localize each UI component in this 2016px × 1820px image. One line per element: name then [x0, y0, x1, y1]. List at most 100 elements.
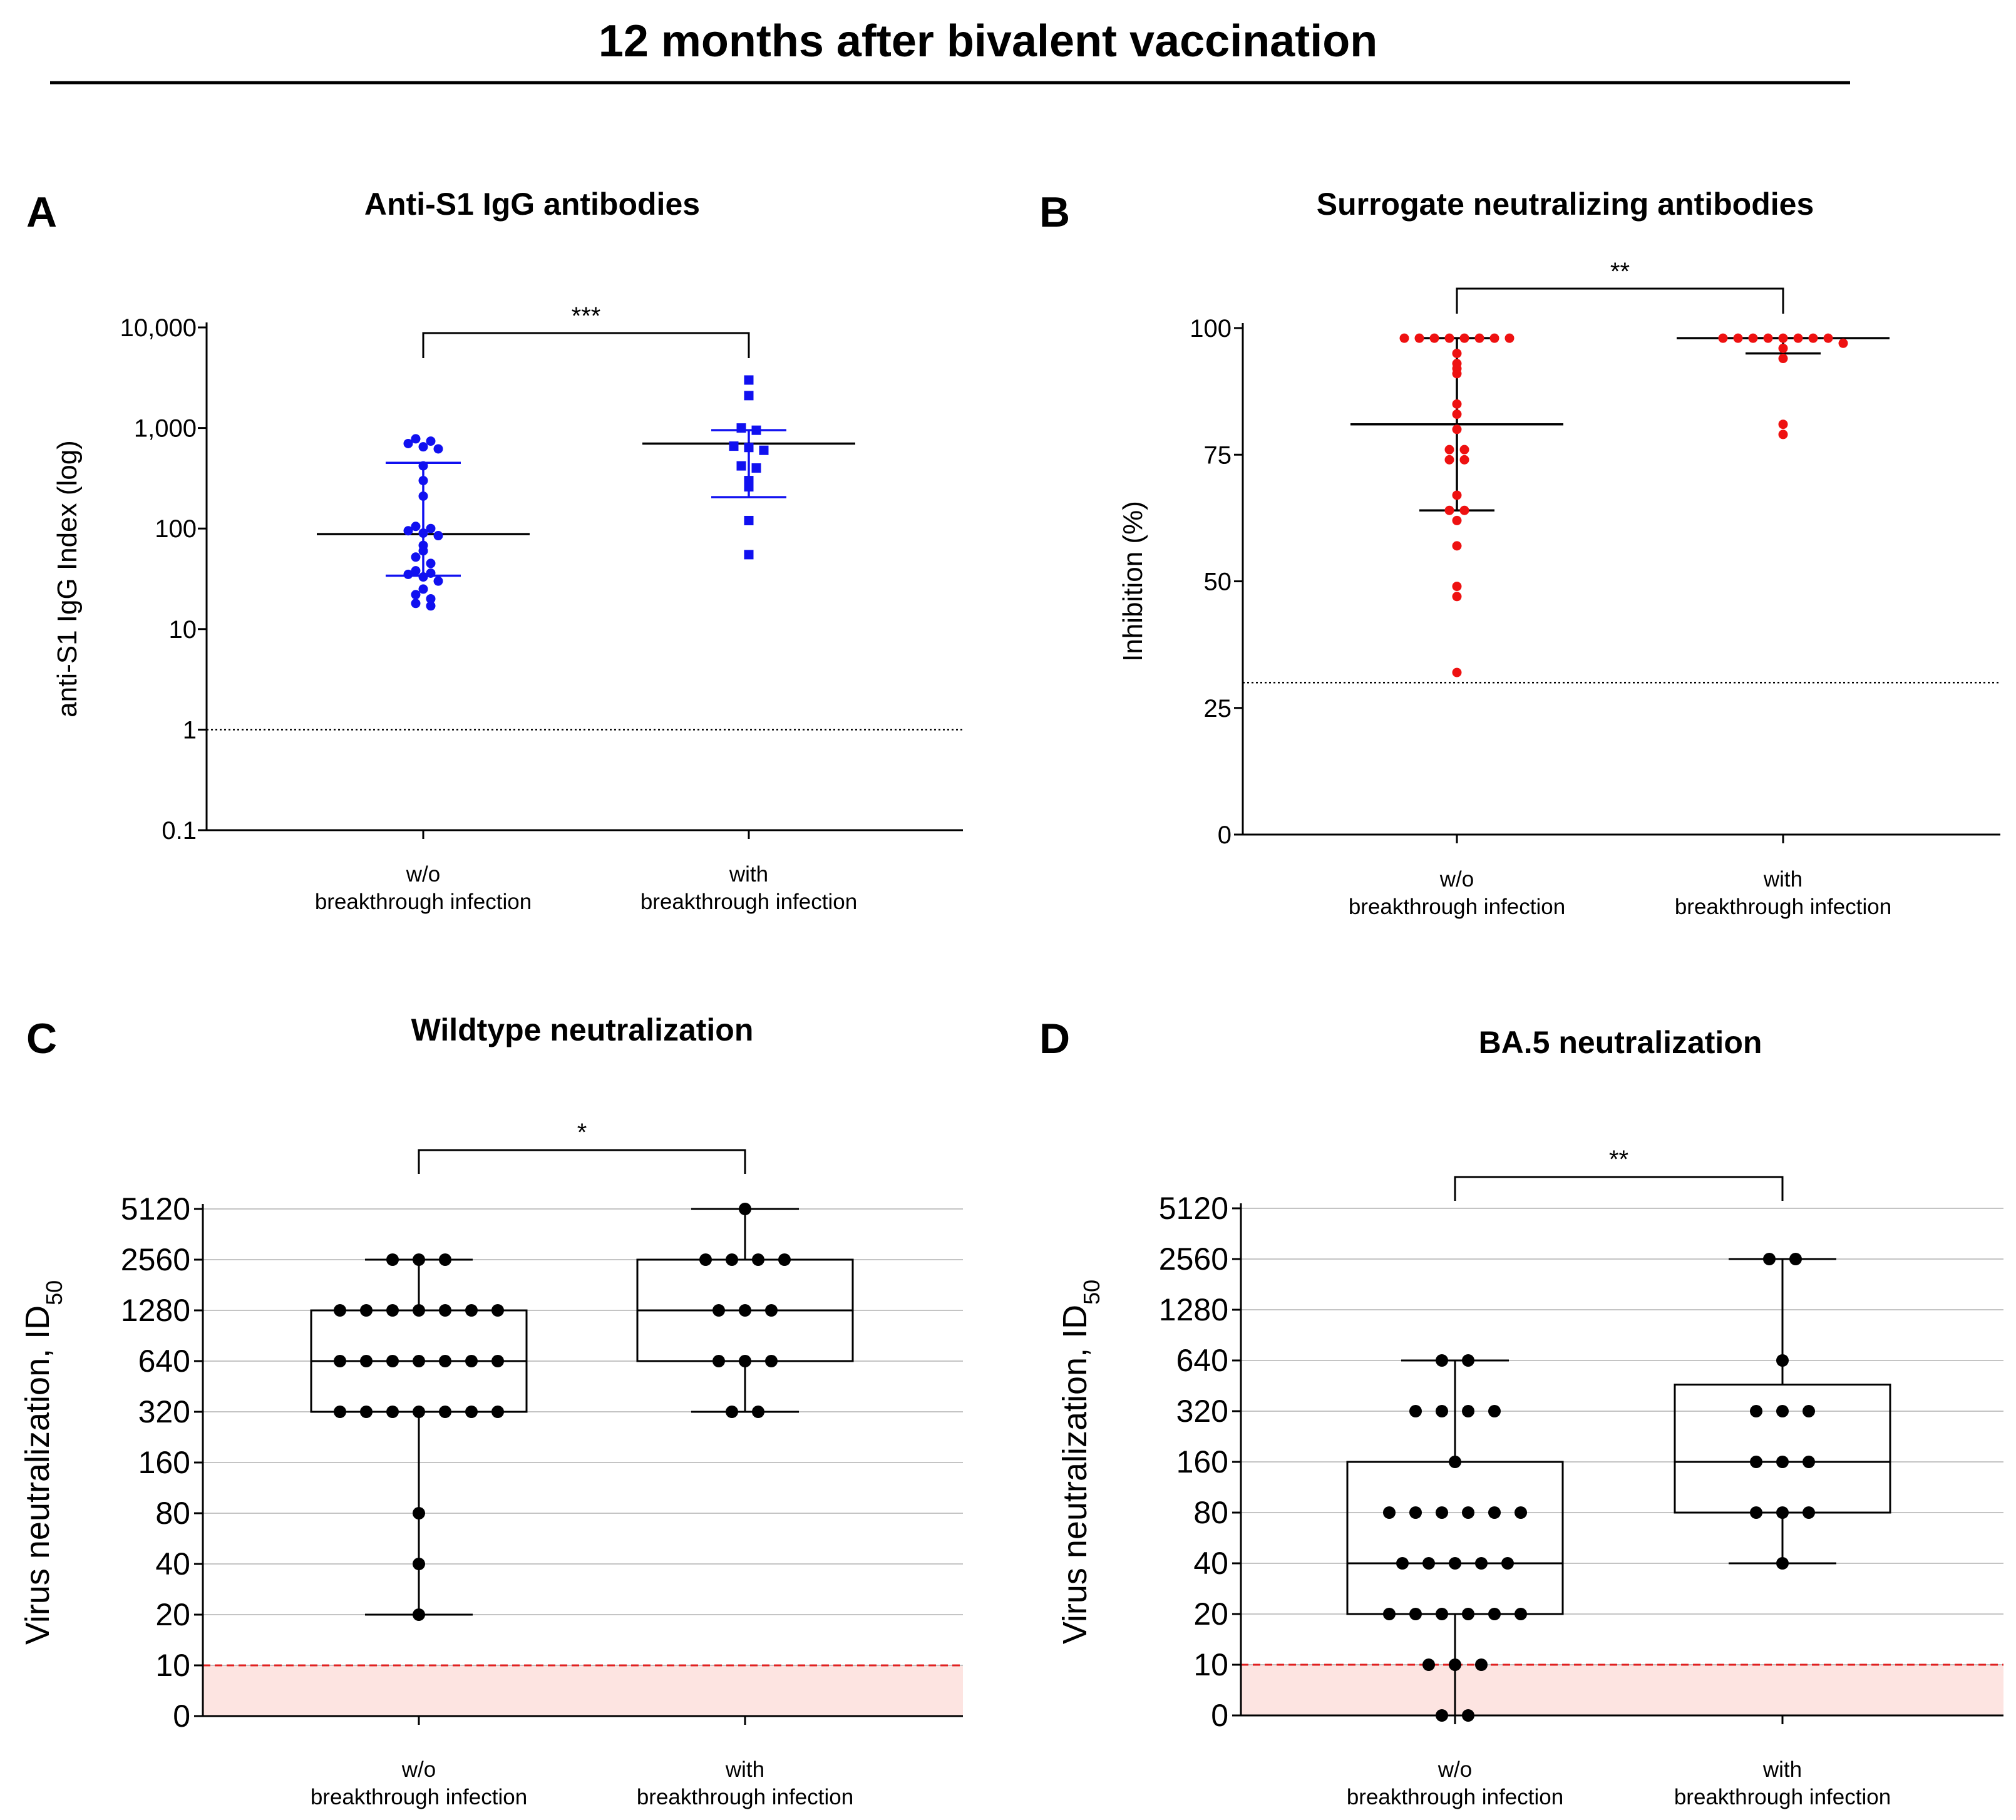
data-point — [1452, 515, 1462, 525]
x-tick-label-line1: w/o — [406, 862, 440, 887]
data-point — [1444, 505, 1454, 515]
panel-b: B Surrogate neutralizing antibodies 0 25 50 7… — [1039, 187, 2000, 919]
data-point — [1429, 333, 1439, 343]
significance-label: ** — [1610, 258, 1630, 285]
data-point — [1748, 333, 1758, 343]
data-point — [744, 482, 754, 492]
below-detection-region — [1241, 1665, 2003, 1715]
data-point — [1763, 333, 1773, 343]
data-point — [411, 599, 421, 609]
data-point — [752, 1253, 764, 1266]
data-point — [1778, 354, 1788, 364]
data-point — [413, 1355, 425, 1367]
data-point — [426, 436, 436, 446]
data-point — [1750, 1456, 1762, 1468]
y-tick-label: 640 — [1176, 1343, 1228, 1378]
data-point — [386, 1253, 399, 1266]
y-axis-label-text: Virus neutralization, ID — [1056, 1305, 1094, 1644]
data-point — [1462, 1506, 1474, 1519]
y-tick-label: 0 — [1211, 1698, 1228, 1733]
data-point — [744, 550, 754, 560]
data-point — [1409, 1608, 1422, 1620]
x-tick-label-line2: breakthrough infection — [315, 890, 532, 914]
data-point — [433, 576, 443, 586]
data-point — [739, 1355, 751, 1367]
y-tick-label: 1280 — [1159, 1292, 1228, 1327]
data-point — [1452, 667, 1462, 677]
data-point — [418, 546, 428, 556]
x-tick-label-line1: with — [725, 1757, 764, 1782]
y-tick-label: 1 — [183, 716, 197, 744]
data-point — [1383, 1506, 1396, 1519]
data-point — [1808, 333, 1818, 343]
y-tick-label: 5120 — [1159, 1191, 1228, 1226]
data-point — [1488, 1608, 1501, 1620]
significance-label: * — [577, 1119, 587, 1146]
data-point — [426, 568, 436, 578]
data-point — [1462, 1405, 1474, 1417]
data-point — [1750, 1506, 1762, 1519]
panel-letter: A — [26, 188, 57, 236]
data-point — [411, 566, 421, 576]
y-tick-label: 25 — [1204, 695, 1232, 722]
y-tick-label: 320 — [138, 1394, 190, 1429]
y-tick-label: 2560 — [1159, 1242, 1228, 1277]
data-point — [739, 1304, 751, 1317]
data-point — [1409, 1405, 1422, 1417]
data-point — [433, 531, 443, 541]
data-point — [334, 1406, 346, 1418]
data-point — [1776, 1456, 1789, 1468]
data-point — [418, 442, 428, 452]
y-axis-label-text: Inhibition (%) — [1118, 501, 1148, 662]
data-point — [1838, 338, 1848, 348]
significance-bracket — [1456, 287, 1784, 314]
y-axis-label: Inhibition (%) — [1118, 501, 1148, 662]
data-point — [1733, 333, 1743, 343]
data-point — [1778, 343, 1788, 353]
data-point — [1444, 455, 1454, 465]
data-point — [1436, 1709, 1448, 1722]
data-point — [465, 1406, 478, 1418]
y-tick-label: 160 — [1176, 1444, 1228, 1479]
data-point — [386, 1304, 399, 1317]
data-point — [699, 1253, 712, 1266]
significance-bracket — [422, 332, 750, 358]
y-tick-label: 75 — [1204, 441, 1232, 469]
data-point — [1459, 505, 1469, 515]
x-tick-label-line1: w/o — [1437, 1757, 1472, 1782]
panel-title: Surrogate neutralizing antibodies — [1317, 187, 1814, 222]
x-tick-label-line1: with — [729, 862, 768, 887]
y-tick-label: 5120 — [121, 1191, 190, 1226]
data-point — [1776, 1405, 1789, 1417]
data-point — [360, 1304, 373, 1317]
y-tick-label: 640 — [138, 1344, 190, 1379]
data-point — [1449, 1456, 1461, 1468]
data-point — [744, 391, 754, 401]
data-point — [403, 569, 413, 579]
y-tick-label: 1280 — [121, 1293, 190, 1328]
y-tick-label: 10 — [155, 1648, 190, 1683]
data-point — [334, 1304, 346, 1317]
below-detection-region — [203, 1665, 963, 1716]
y-tick-label: 80 — [155, 1496, 190, 1531]
data-point — [1475, 1658, 1488, 1671]
data-point — [726, 1406, 738, 1418]
data-point — [1449, 1658, 1461, 1671]
x-tick-label-line1: w/o — [1439, 867, 1474, 892]
y-axis-label: Virus neutralization, ID50 — [19, 1280, 67, 1645]
data-point — [411, 434, 421, 444]
y-tick-label: 0 — [173, 1699, 190, 1734]
data-point — [726, 1253, 738, 1266]
x-tick-label-line1: with — [1762, 1757, 1802, 1782]
data-point — [418, 461, 428, 471]
data-point — [1452, 592, 1462, 602]
data-point — [1501, 1557, 1514, 1570]
panel-d: D BA.5 neutralization 0 10 20 40 80 160 320 640 12… — [1039, 1015, 2003, 1809]
data-point — [1475, 1557, 1488, 1570]
y-tick-label: 1,000 — [134, 415, 197, 443]
data-point — [413, 1608, 425, 1621]
data-point — [418, 476, 428, 486]
significance-label: ** — [1609, 1146, 1628, 1173]
data-point — [426, 594, 436, 604]
